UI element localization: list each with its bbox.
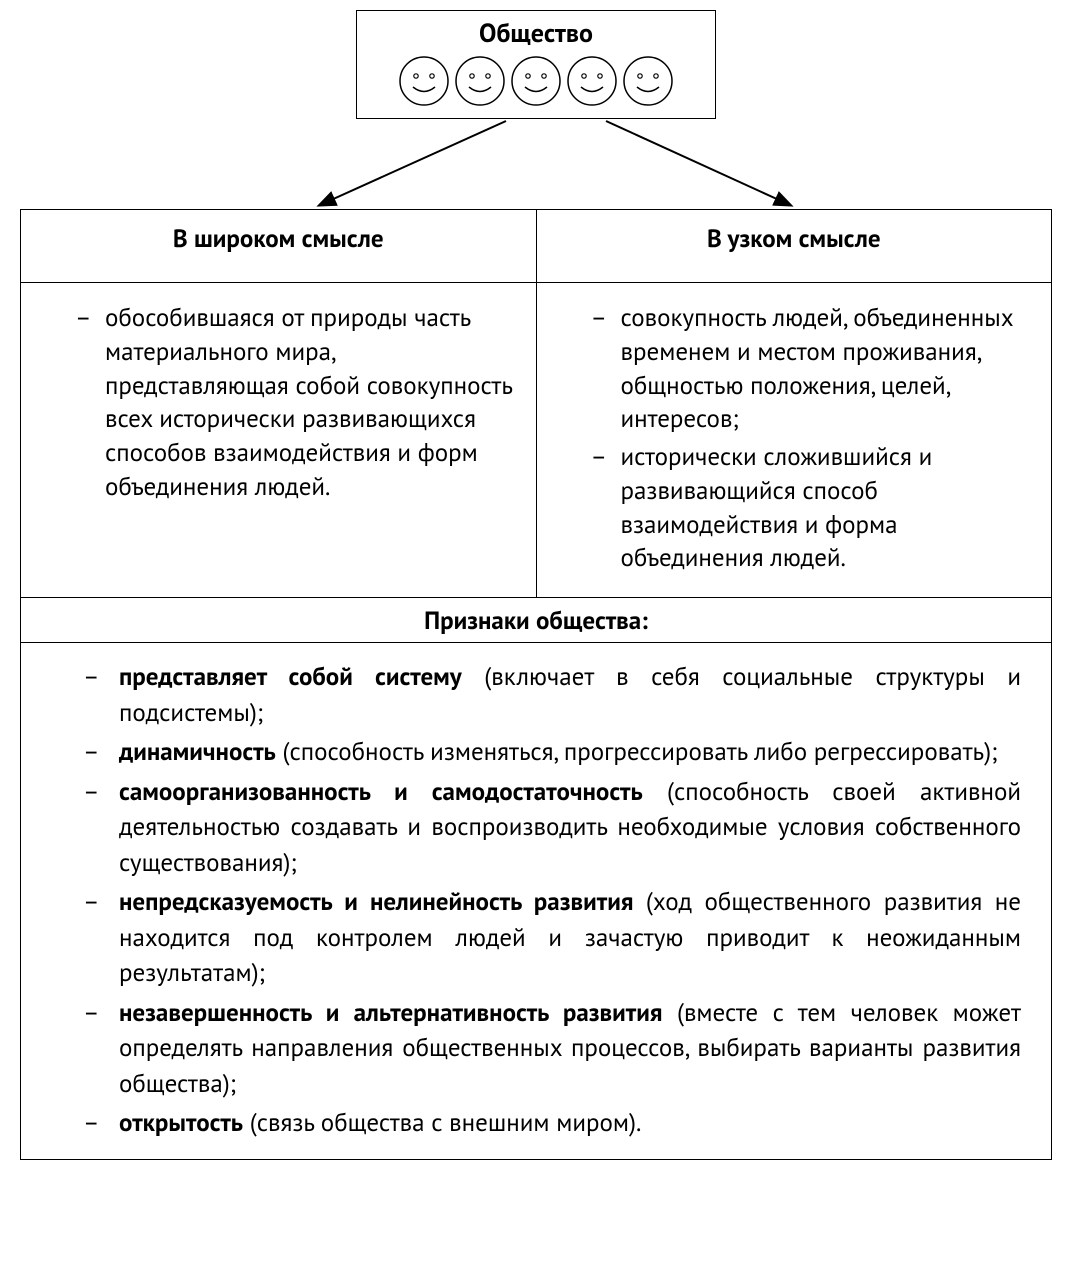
feature-item: самоорганизованность и самодостаточность… <box>83 774 1021 881</box>
feature-rest: (связь общества с внешним миром). <box>243 1106 641 1138</box>
cell-wide-def: обособившаяся от природы часть материаль… <box>21 283 537 598</box>
main-table: В широком смысле В узком смысле обособив… <box>20 209 1052 1160</box>
list-item: исторически сложившийся и развивающийся … <box>591 440 1030 575</box>
feature-bold: незавершенность и альтернативность разви… <box>119 996 662 1028</box>
arrows-svg <box>20 119 1052 209</box>
col-header-wide: В широком смысле <box>21 210 537 283</box>
smiley-icon <box>621 54 675 108</box>
feature-bold: представляет собой систему <box>119 660 462 692</box>
feature-item: непредсказуемость и нелинейность развити… <box>83 884 1021 991</box>
features-header: Признаки общества: <box>21 598 1052 643</box>
col-header-narrow: В узком смысле <box>536 210 1052 283</box>
header-title: Общество <box>367 17 705 50</box>
smiley-icon <box>453 54 507 108</box>
arrows-container <box>20 119 1052 209</box>
header-box: Общество <box>356 10 716 119</box>
smiley-icon <box>509 54 563 108</box>
arrow-right <box>606 121 790 205</box>
feature-rest: (способность изменяться, прогрессировать… <box>276 735 998 767</box>
feature-bold: открытость <box>119 1106 243 1138</box>
list-item: обособившаяся от природы часть материаль… <box>75 301 514 504</box>
arrow-left <box>320 121 506 205</box>
feature-bold: непредсказуемость и нелинейность развити… <box>119 885 633 917</box>
feature-item: незавершенность и альтернативность разви… <box>83 995 1021 1102</box>
list-item: совокупность людей, объединенных времене… <box>591 301 1030 436</box>
feature-item: открытость (связь общества с внешним мир… <box>83 1105 1021 1141</box>
feature-bold: самоорганизованность и самодостаточность <box>119 775 643 807</box>
feature-item: представляет собой систему (включает в с… <box>83 659 1021 730</box>
cell-narrow-def: совокупность людей, объединенных времене… <box>536 283 1052 598</box>
smiley-icon <box>397 54 451 108</box>
smiley-row <box>367 54 705 108</box>
features-cell: представляет собой систему (включает в с… <box>21 643 1052 1160</box>
feature-item: динамичность (способность изменяться, пр… <box>83 734 1021 770</box>
smiley-icon <box>565 54 619 108</box>
feature-bold: динамичность <box>119 735 276 767</box>
